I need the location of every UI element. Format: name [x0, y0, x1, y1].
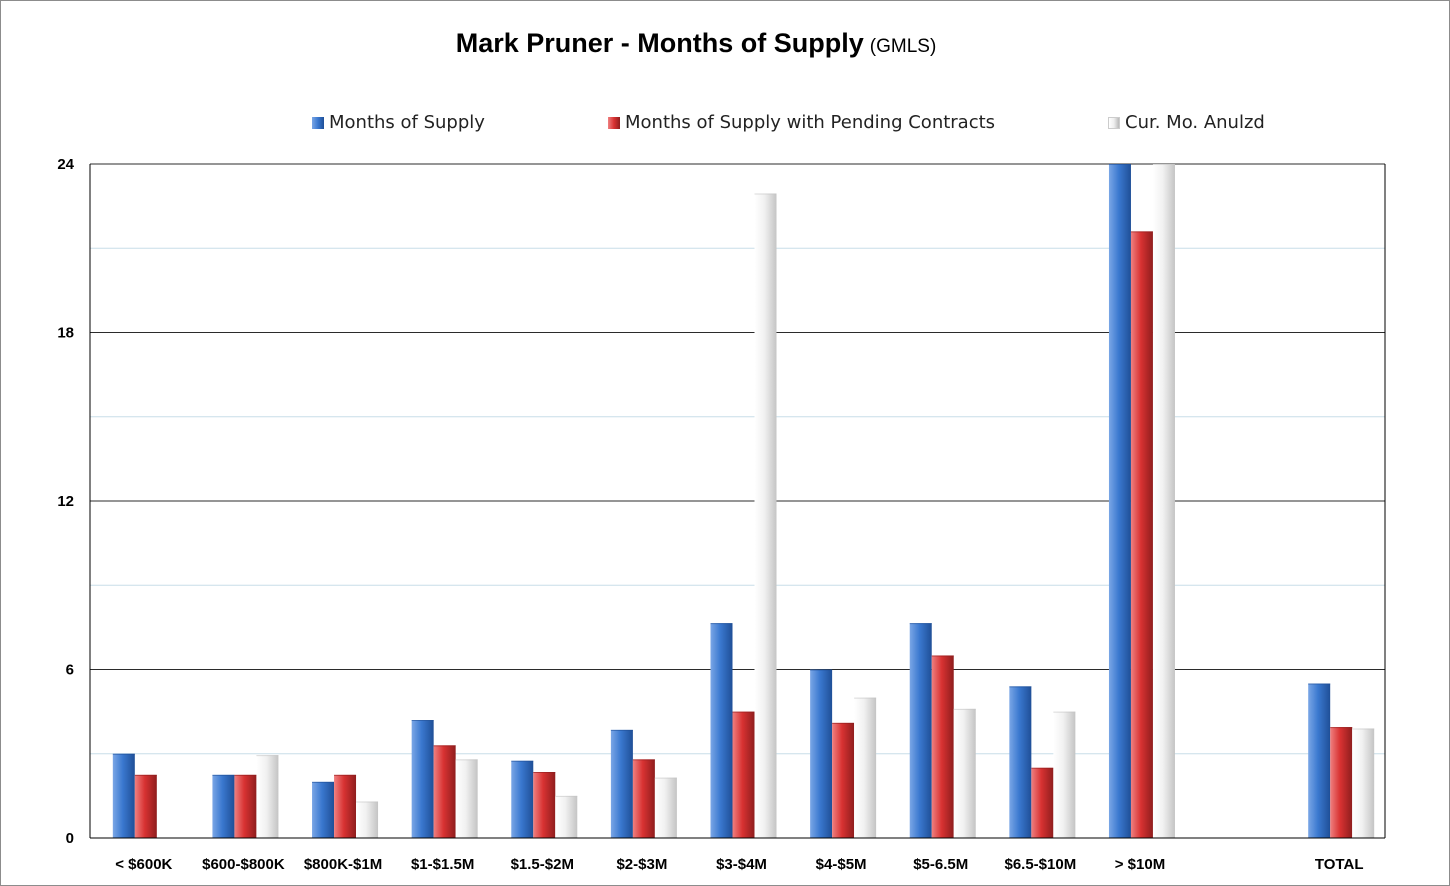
bar-red: [1130, 231, 1153, 838]
chart-subtitle: (GMLS): [869, 36, 937, 57]
bar-blue: [610, 729, 633, 838]
bar-red: [931, 655, 954, 838]
bar-white: [854, 697, 877, 838]
legend-label: Months of Supply with Pending Contracts: [625, 112, 996, 133]
bar-white: [1053, 711, 1076, 838]
x-tick-label: $3-$4M: [716, 856, 767, 873]
bar-red: [632, 759, 655, 838]
bar-red: [732, 711, 755, 838]
x-tick-label: > $10M: [1115, 856, 1165, 873]
legend: Months of Supply Months of Supply with P…: [0, 112, 1450, 136]
bar-blue: [1108, 164, 1131, 838]
bar-blue: [909, 623, 932, 838]
bar-red: [533, 772, 556, 838]
bar-white: [356, 801, 379, 838]
bar-red: [433, 745, 456, 838]
bar-white: [1152, 164, 1175, 838]
y-tick-label: 6: [66, 662, 74, 679]
bar-blue: [212, 774, 235, 838]
legend-label: Cur. Mo. Anulzd: [1125, 112, 1265, 133]
x-tick-label: $5-6.5M: [913, 856, 968, 873]
bar-blue: [810, 669, 833, 838]
bar-white: [455, 759, 478, 838]
x-tick-label: $1-$1.5M: [411, 856, 474, 873]
bar-white: [1352, 728, 1375, 838]
x-tick-label: $800K-$1M: [304, 856, 382, 873]
bar-red: [334, 774, 357, 838]
bar-blue: [411, 720, 434, 838]
bar-white: [953, 708, 976, 838]
bar-red: [1330, 727, 1353, 838]
x-tick-label: $4-$5M: [816, 856, 867, 873]
x-tick-label: TOTAL: [1315, 856, 1364, 873]
x-tick-label: $600-$800K: [202, 856, 285, 873]
bar-white: [654, 777, 677, 838]
bar-red: [134, 774, 157, 838]
chart-title: Mark Pruner - Months of Supply (GMLS): [0, 28, 1392, 59]
y-tick-label: 18: [57, 325, 74, 342]
bar-red: [1031, 767, 1054, 838]
y-tick-label: 0: [66, 830, 74, 847]
chart-title-text: Mark Pruner - Months of Supply: [455, 28, 864, 58]
legend-label: Months of Supply: [329, 112, 485, 133]
y-tick-label: 24: [57, 156, 74, 173]
x-tick-label: < $600K: [115, 856, 172, 873]
x-tick-label: $2-$3M: [616, 856, 667, 873]
x-tick-label: $6.5-$10M: [1004, 856, 1076, 873]
y-tick-label: 12: [57, 493, 74, 510]
bar-blue: [710, 623, 733, 838]
bar-blue: [1308, 683, 1331, 838]
legend-swatch-blue: [312, 117, 324, 129]
bar-white: [754, 193, 777, 839]
legend-swatch-red: [608, 117, 620, 129]
bar-red: [832, 722, 855, 838]
legend-item-months-of-supply: Months of Supply: [312, 112, 485, 133]
bar-blue: [112, 753, 135, 838]
bar-blue: [1009, 686, 1032, 838]
bar-white: [555, 795, 578, 838]
legend-item-cur-mo-anulzd: Cur. Mo. Anulzd: [1108, 112, 1265, 133]
bar-white: [256, 755, 279, 838]
x-tick-label: $1.5-$2M: [511, 856, 574, 873]
legend-item-pending-contracts: Months of Supply with Pending Contracts: [608, 112, 995, 133]
legend-swatch-white: [1108, 117, 1120, 129]
bar-blue: [511, 760, 534, 838]
bar-blue: [312, 781, 335, 838]
bar-red: [234, 774, 257, 838]
